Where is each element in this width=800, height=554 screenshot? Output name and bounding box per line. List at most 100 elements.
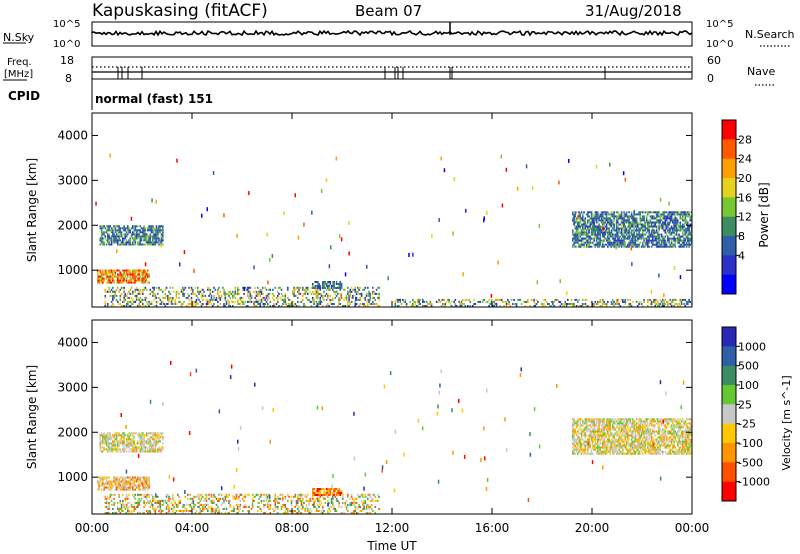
echo-cell — [302, 294, 304, 297]
echo-cell — [267, 305, 269, 307]
echo-cell — [133, 269, 135, 272]
echo-cell — [610, 229, 613, 232]
echo-cell — [594, 243, 597, 246]
echo-cell — [632, 300, 634, 303]
echo-cell — [138, 446, 140, 449]
echo-cell — [225, 292, 228, 295]
echo-cell — [604, 432, 607, 435]
echo-cell — [357, 298, 359, 301]
echo-cell — [659, 237, 662, 240]
echo-cell — [583, 442, 585, 445]
echo-cell — [139, 444, 142, 447]
echo-cell — [123, 432, 125, 435]
echo-cell — [670, 303, 673, 305]
echo-cell — [652, 237, 654, 240]
echo-cell — [652, 215, 654, 218]
echo-cell — [614, 245, 617, 248]
echo-cell — [623, 241, 625, 244]
echo-cell — [274, 499, 277, 502]
echo-cell — [580, 219, 583, 222]
echo-cell — [198, 505, 200, 508]
echo-cell — [580, 424, 583, 427]
echo-cell — [325, 288, 328, 291]
echo-cell — [130, 505, 133, 508]
echo-cell — [148, 486, 150, 489]
echo-cell — [624, 231, 627, 234]
echo-cell — [612, 418, 614, 421]
echo-cell — [159, 512, 162, 514]
echo-cell — [652, 233, 654, 236]
echo-cell — [132, 444, 134, 447]
echo-cell — [365, 512, 368, 514]
echo-cell — [644, 225, 647, 228]
echo-cell — [154, 507, 157, 510]
echo-cell — [582, 215, 584, 218]
echo-cell — [594, 442, 597, 445]
echo-cell — [490, 293, 493, 298]
echo-cell — [237, 497, 239, 500]
echo-cell — [268, 292, 270, 295]
echo-cell — [192, 292, 194, 295]
echo-cell — [144, 275, 147, 278]
echo-cell — [105, 501, 108, 504]
echo-cell — [194, 300, 197, 303]
echo-cell — [339, 285, 342, 287]
echo-cell — [264, 512, 267, 514]
echo-cell — [244, 493, 247, 496]
echo-cell — [118, 486, 120, 489]
echo-cell — [109, 239, 112, 242]
echo-cell — [377, 305, 379, 307]
echo-cell — [615, 221, 618, 224]
echo-cell — [630, 231, 633, 234]
echo-cell — [197, 493, 199, 496]
echo-cell — [357, 286, 359, 289]
echo-cell — [180, 305, 183, 307]
echo-cell — [644, 233, 647, 236]
echo-cell — [213, 296, 215, 299]
echo-cell — [110, 448, 113, 451]
echo-cell — [139, 243, 142, 246]
echo-cell — [304, 493, 307, 496]
echo-cell — [670, 300, 673, 303]
echo-cell — [132, 505, 134, 508]
echo-cell — [98, 486, 100, 489]
echo-cell — [135, 298, 138, 301]
echo-cell — [127, 497, 129, 500]
echo-cell — [223, 305, 225, 307]
echo-cell — [132, 486, 134, 489]
echo-cell — [298, 286, 300, 289]
echo-cell — [394, 305, 397, 307]
echo-cell — [623, 213, 625, 216]
echo-cell — [350, 300, 353, 303]
echo-cell — [160, 237, 163, 240]
echo-cell — [619, 215, 622, 218]
echo-cell — [579, 420, 582, 423]
echo-cell — [237, 507, 239, 510]
echo-cell — [124, 486, 127, 489]
echo-cell — [588, 418, 590, 421]
echo-cell — [679, 223, 682, 226]
echo-cell — [284, 503, 287, 506]
echo-cell — [654, 231, 657, 234]
echo-cell — [583, 422, 585, 425]
echo-cell — [607, 245, 609, 248]
echo-cell — [655, 229, 658, 232]
echo-cell — [185, 305, 188, 307]
echo-cell — [234, 296, 237, 299]
echo-cell — [590, 229, 593, 232]
echo-cell — [589, 418, 592, 421]
echo-cell — [135, 480, 138, 483]
echo-cell — [659, 213, 662, 216]
echo-cell — [355, 292, 358, 295]
echo-cell — [590, 448, 593, 451]
echo-cell — [648, 223, 650, 226]
echo-cell — [325, 488, 328, 490]
echo-cell — [599, 300, 602, 303]
echo-cell — [338, 494, 340, 496]
echo-cell — [680, 235, 683, 238]
echo-cell — [123, 294, 125, 297]
echo-cell — [175, 510, 178, 512]
echo-cell — [582, 223, 584, 226]
echo-cell — [687, 237, 689, 240]
echo-cell — [250, 296, 253, 299]
